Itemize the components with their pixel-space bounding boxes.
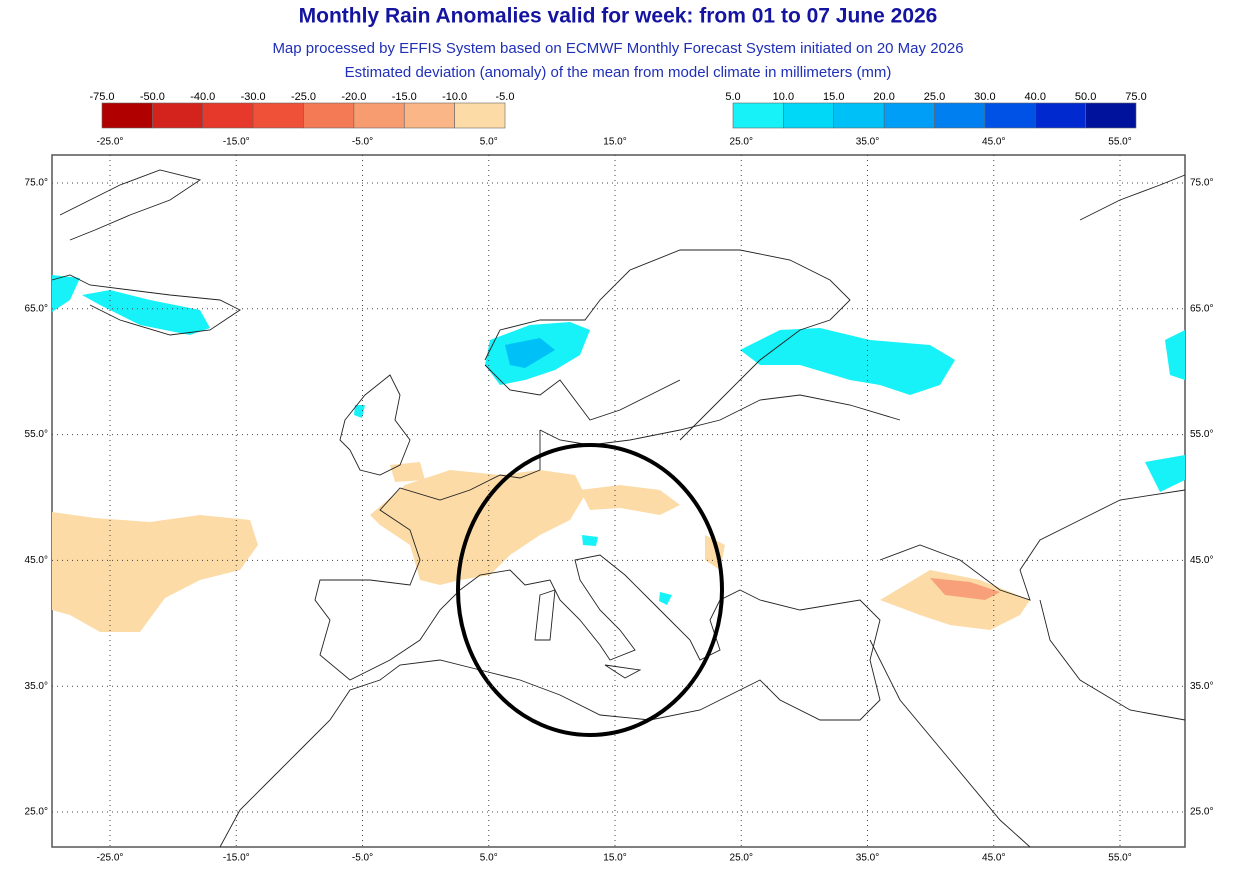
legend-swatch: [783, 102, 835, 129]
lat-label-right: 35.0°: [1190, 681, 1213, 692]
legend-label: 40.0: [1025, 91, 1046, 103]
lon-label-bottom: 35.0°: [856, 853, 879, 864]
legend-label: -75.0: [89, 91, 114, 103]
lon-label-bottom: 25.0°: [730, 853, 753, 864]
legend-label: -40.0: [190, 91, 215, 103]
legend-swatch: [883, 102, 935, 129]
legend-label: 25.0: [924, 91, 945, 103]
lon-label-bottom: -5.0°: [352, 853, 373, 864]
graticule: -25.0° -25.0° -15.0° -15.0° -5.0° -5.0° 5.0° 5.…: [25, 137, 1214, 864]
lon-label-bottom: 5.0°: [480, 853, 498, 864]
legend: -75.0 -50.0 -40.0 -30.0 -25.0 -20.0 -15.0 -10.0…: [89, 91, 1147, 129]
lon-label-top: -25.0°: [97, 137, 124, 148]
legend-label: 5.0: [725, 91, 740, 103]
legend-swatch: [1034, 102, 1086, 129]
lon-label-top: -5.0°: [352, 137, 373, 148]
lat-label-right: 45.0°: [1190, 555, 1213, 566]
lat-label-left: 55.0°: [25, 429, 48, 440]
legend-label: 30.0: [974, 91, 995, 103]
lon-label-top: -15.0°: [223, 137, 250, 148]
legend-label: -20.0: [341, 91, 366, 103]
lat-label-left: 75.0°: [25, 178, 48, 189]
legend-label: 10.0: [773, 91, 794, 103]
description: Estimated deviation (anomaly) of the mea…: [345, 64, 892, 81]
legend-label: -15.0: [392, 91, 417, 103]
lat-label-left: 65.0°: [25, 303, 48, 314]
lon-label-top: 25.0°: [730, 137, 753, 148]
lat-label-right: 75.0°: [1190, 178, 1213, 189]
legend-swatch: [353, 102, 405, 129]
lon-label-top: 45.0°: [982, 137, 1005, 148]
legend-label: -10.0: [442, 91, 467, 103]
highlight-circle: [456, 443, 724, 737]
lat-label-right: 25.0°: [1190, 807, 1213, 818]
legend-label: 75.0: [1125, 91, 1146, 103]
legend-swatch: [984, 102, 1036, 129]
legend-swatch: [934, 102, 986, 129]
lat-label-right: 65.0°: [1190, 303, 1213, 314]
lon-label-bottom: 15.0°: [603, 853, 626, 864]
legend-swatch: [454, 102, 506, 129]
legend-swatch: [303, 102, 355, 129]
legend-swatch: [101, 102, 153, 129]
legend-swatch: [403, 102, 455, 129]
legend-label: -50.0: [140, 91, 165, 103]
legend-label: -5.0: [496, 91, 515, 103]
lon-label-bottom: 45.0°: [982, 853, 1005, 864]
legend-swatch: [1085, 102, 1137, 129]
title: Monthly Rain Anomalies valid for week: f…: [299, 5, 938, 28]
lon-label-top: 15.0°: [603, 137, 626, 148]
lat-label-right: 55.0°: [1190, 429, 1213, 440]
lon-label-bottom: -25.0°: [97, 853, 124, 864]
lat-label-left: 35.0°: [25, 681, 48, 692]
legend-label: 50.0: [1075, 91, 1096, 103]
lon-label-top: 5.0°: [480, 137, 498, 148]
legend-swatch: [152, 102, 204, 129]
legend-label: 20.0: [873, 91, 894, 103]
legend-label: 15.0: [823, 91, 844, 103]
subtitle: Map processed by EFFIS System based on E…: [272, 40, 963, 57]
lat-label-left: 25.0°: [25, 807, 48, 818]
legend-swatch: [202, 102, 254, 129]
legend-swatch: [252, 102, 304, 129]
legend-swatch: [833, 102, 885, 129]
anomaly-areas: [52, 275, 1185, 632]
legend-label: -25.0: [291, 91, 316, 103]
lon-label-bottom: 55.0°: [1108, 853, 1131, 864]
legend-label: -30.0: [241, 91, 266, 103]
lon-label-top: 55.0°: [1108, 137, 1131, 148]
legend-swatch: [732, 102, 784, 129]
lon-label-top: 35.0°: [856, 137, 879, 148]
lon-label-bottom: -15.0°: [223, 853, 250, 864]
coastlines: [51, 169, 1186, 848]
lat-label-left: 45.0°: [25, 555, 48, 566]
